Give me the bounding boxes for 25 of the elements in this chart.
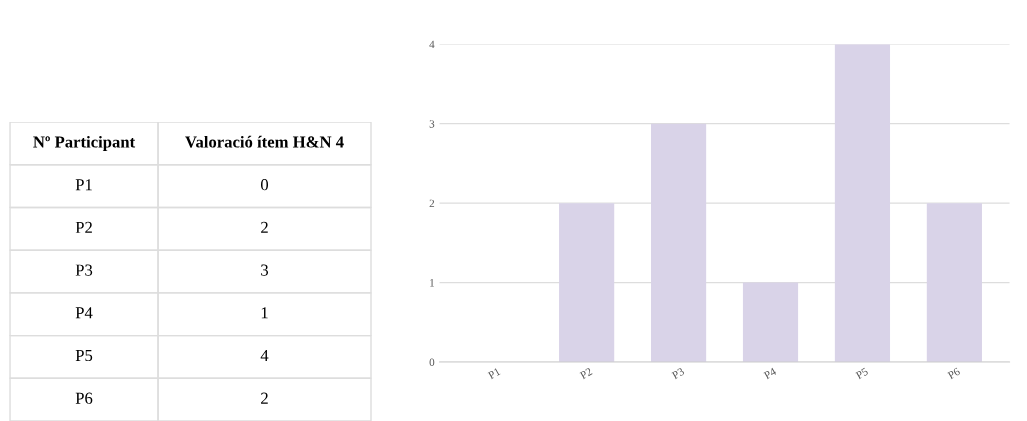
text: P3 xyxy=(75,264,93,276)
text: P2 xyxy=(75,221,92,233)
text: 2 xyxy=(261,221,268,233)
text: Nº Participant xyxy=(33,135,136,151)
text: 0 xyxy=(260,179,269,191)
x-tick-label: P1 xyxy=(487,367,501,380)
y-tick-label: 1 xyxy=(430,279,435,287)
text: 4 xyxy=(260,349,269,361)
text: P5 xyxy=(75,350,93,362)
text: P4 xyxy=(75,307,93,319)
text: P6 xyxy=(75,392,93,404)
y-tick-label: 0 xyxy=(429,358,435,367)
text: 1 xyxy=(261,307,268,319)
y-tick-label: 3 xyxy=(429,120,435,128)
text: 3 xyxy=(261,264,269,276)
x-tick-label: P4 xyxy=(763,367,777,380)
x-tick-label: P3 xyxy=(671,367,685,380)
text: Valoració ítem H&N 4 xyxy=(185,135,344,148)
y-tick-label: 4 xyxy=(429,40,435,49)
text: P1 xyxy=(75,179,92,191)
x-tick-label: P2 xyxy=(579,367,593,380)
x-tick-label: P6 xyxy=(947,367,961,380)
y-tick-label: 2 xyxy=(429,199,435,207)
text: 2 xyxy=(261,392,268,404)
x-tick-label: P5 xyxy=(855,367,869,380)
